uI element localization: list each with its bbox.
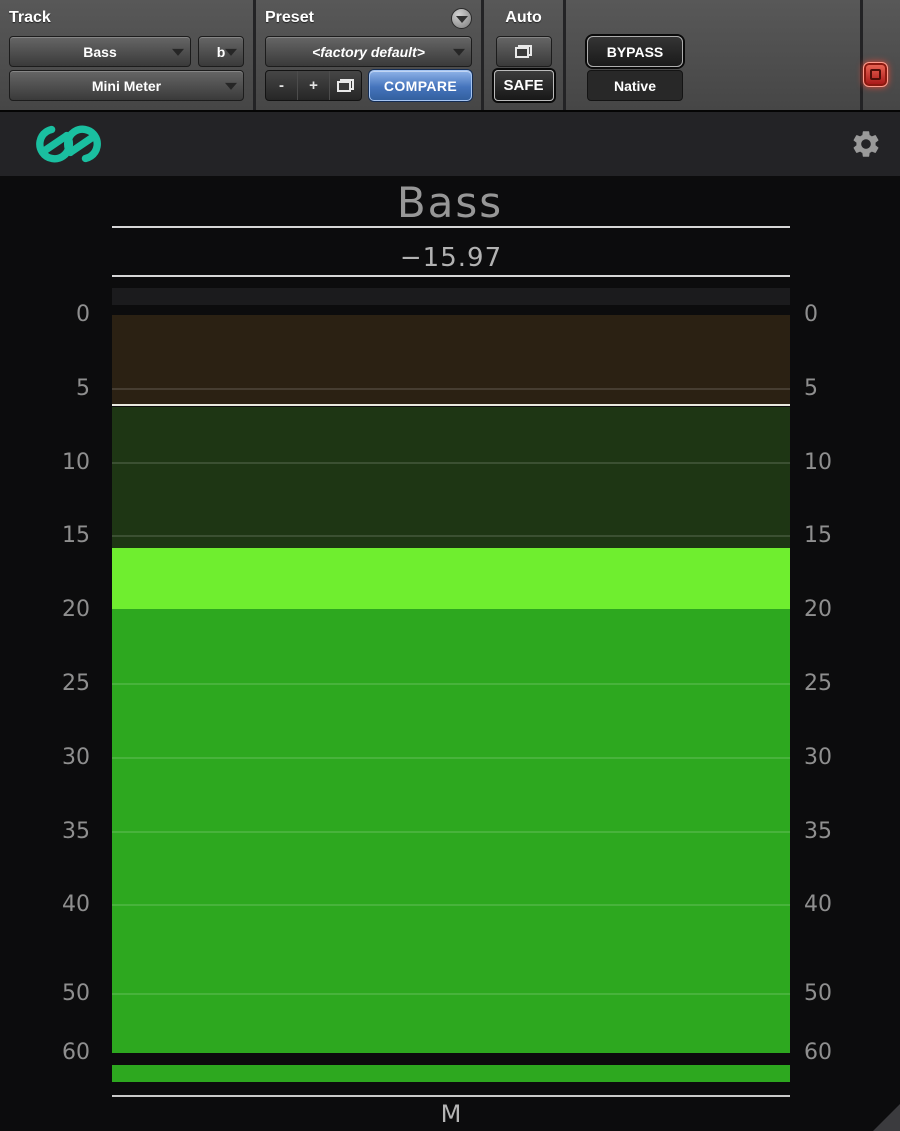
meter-title: Bass [396, 178, 504, 227]
meter-gridline [112, 683, 790, 685]
brand-bar [0, 112, 900, 176]
settings-button[interactable] [848, 126, 884, 162]
scale-tick-label: 60 [62, 1040, 90, 1066]
scale-tick-label: 10 [804, 449, 832, 475]
chevron-down-icon [225, 82, 237, 90]
preset-section: Preset <factory default> - + COMPARE [256, 0, 484, 110]
gear-icon [853, 131, 879, 157]
chevron-down-icon [225, 48, 237, 56]
scale-tick-label: 35 [804, 818, 832, 844]
preset-step-group: - + [265, 70, 362, 101]
infinity-loops-logo [36, 125, 101, 163]
window-resize-handle[interactable] [873, 1104, 900, 1131]
meter-segment-loud-zone [112, 315, 790, 404]
track-selector[interactable]: Bass [9, 36, 191, 67]
scale-tick-label: 5 [804, 375, 818, 401]
plugin-selector[interactable]: Mini Meter [9, 70, 244, 101]
preset-selector-value: <factory default> [312, 43, 425, 60]
meter-segment-max-indicator [112, 403, 790, 407]
channel-divider-line [112, 1095, 790, 1097]
scale-tick-label: 20 [804, 597, 832, 623]
meter-segment-short-term-zone [112, 548, 790, 609]
track-selector-value: Bass [83, 43, 117, 60]
scale-tick-label: 15 [804, 523, 832, 549]
record-target-button[interactable] [863, 62, 888, 87]
native-button[interactable]: Native [587, 70, 683, 101]
meter-gridline [112, 387, 790, 390]
preset-next-button[interactable]: + [298, 71, 330, 100]
meter-gridline [112, 830, 790, 833]
meter-gridline [112, 756, 790, 759]
scale-tick-label: 25 [62, 671, 90, 696]
safe-button[interactable]: SAFE [493, 70, 554, 101]
preset-previous-button[interactable]: - [266, 71, 298, 100]
meter-scale-left: 0 5 10 15 20 25 30 35 40 50 60 [0, 176, 90, 1131]
meter-scale-right: 0 5 10 15 20 25 30 35 40 50 60 [804, 176, 874, 1131]
scale-tick-label: 0 [804, 302, 818, 327]
auto-section: Auto SAFE [484, 0, 566, 110]
meter-segment-upper-zone [112, 406, 790, 549]
chevron-down-icon [453, 48, 465, 56]
bypass-button[interactable]: BYPASS [587, 36, 683, 67]
preset-label: Preset [265, 9, 314, 26]
scale-tick-label: 20 [62, 597, 90, 623]
scale-tick-label: 5 [76, 375, 90, 401]
divider-line [112, 226, 790, 228]
preset-selector[interactable]: <factory default> [265, 36, 472, 67]
scale-tick-label: 0 [76, 302, 90, 327]
meter-gridline [112, 461, 790, 464]
chevron-down-circle-icon [455, 15, 468, 23]
track-variant-selector[interactable]: b [198, 36, 244, 67]
scale-tick-label: 35 [62, 818, 90, 844]
meter-area [112, 176, 790, 1131]
track-section: Track Bass b Mini Meter [0, 0, 256, 110]
scale-tick-label: 10 [62, 449, 90, 475]
meter-panel: Bass −15.97 0 5 10 15 20 25 30 35 40 50 60 0 5 10 15 2… [0, 176, 900, 1131]
loudness-readout: −15.97 [399, 243, 503, 273]
meter-gridline [112, 535, 790, 538]
meter-bottom-bar [112, 1065, 790, 1082]
scale-tick-label: 25 [804, 671, 832, 696]
librarian-menu-button[interactable] [330, 71, 361, 100]
track-variant-value: b [216, 43, 226, 60]
plugin-window-icon [515, 45, 532, 58]
scale-tick-label: 40 [62, 892, 90, 918]
meter-segment-level-bar [112, 608, 790, 1054]
compare-button[interactable]: COMPARE [369, 70, 472, 101]
scale-tick-label: 30 [804, 744, 832, 770]
bypass-section: BYPASS Native [566, 0, 863, 110]
scale-tick-label: 60 [804, 1040, 832, 1066]
plugin-header: Track Bass b Mini Meter Preset [0, 0, 900, 112]
meter-gridline [112, 904, 790, 907]
meter-gridline [112, 993, 790, 996]
scale-tick-label: 15 [62, 523, 90, 549]
chevron-down-icon [172, 48, 184, 56]
preset-nav-button[interactable] [451, 7, 472, 29]
scale-tick-label: 30 [62, 744, 90, 770]
track-label: Track [9, 9, 51, 26]
auto-label: Auto [505, 9, 542, 26]
channel-label: M [440, 1100, 462, 1128]
scale-tick-label: 40 [804, 892, 832, 918]
divider-line [112, 275, 790, 277]
copy-windows-icon [337, 79, 354, 92]
target-section [863, 0, 900, 110]
meter-headroom-strip [112, 288, 790, 305]
automation-window-button[interactable] [495, 36, 552, 67]
scale-tick-label: 50 [804, 981, 832, 1007]
plugin-selector-value: Mini Meter [91, 77, 162, 94]
scale-tick-label: 50 [62, 981, 90, 1007]
